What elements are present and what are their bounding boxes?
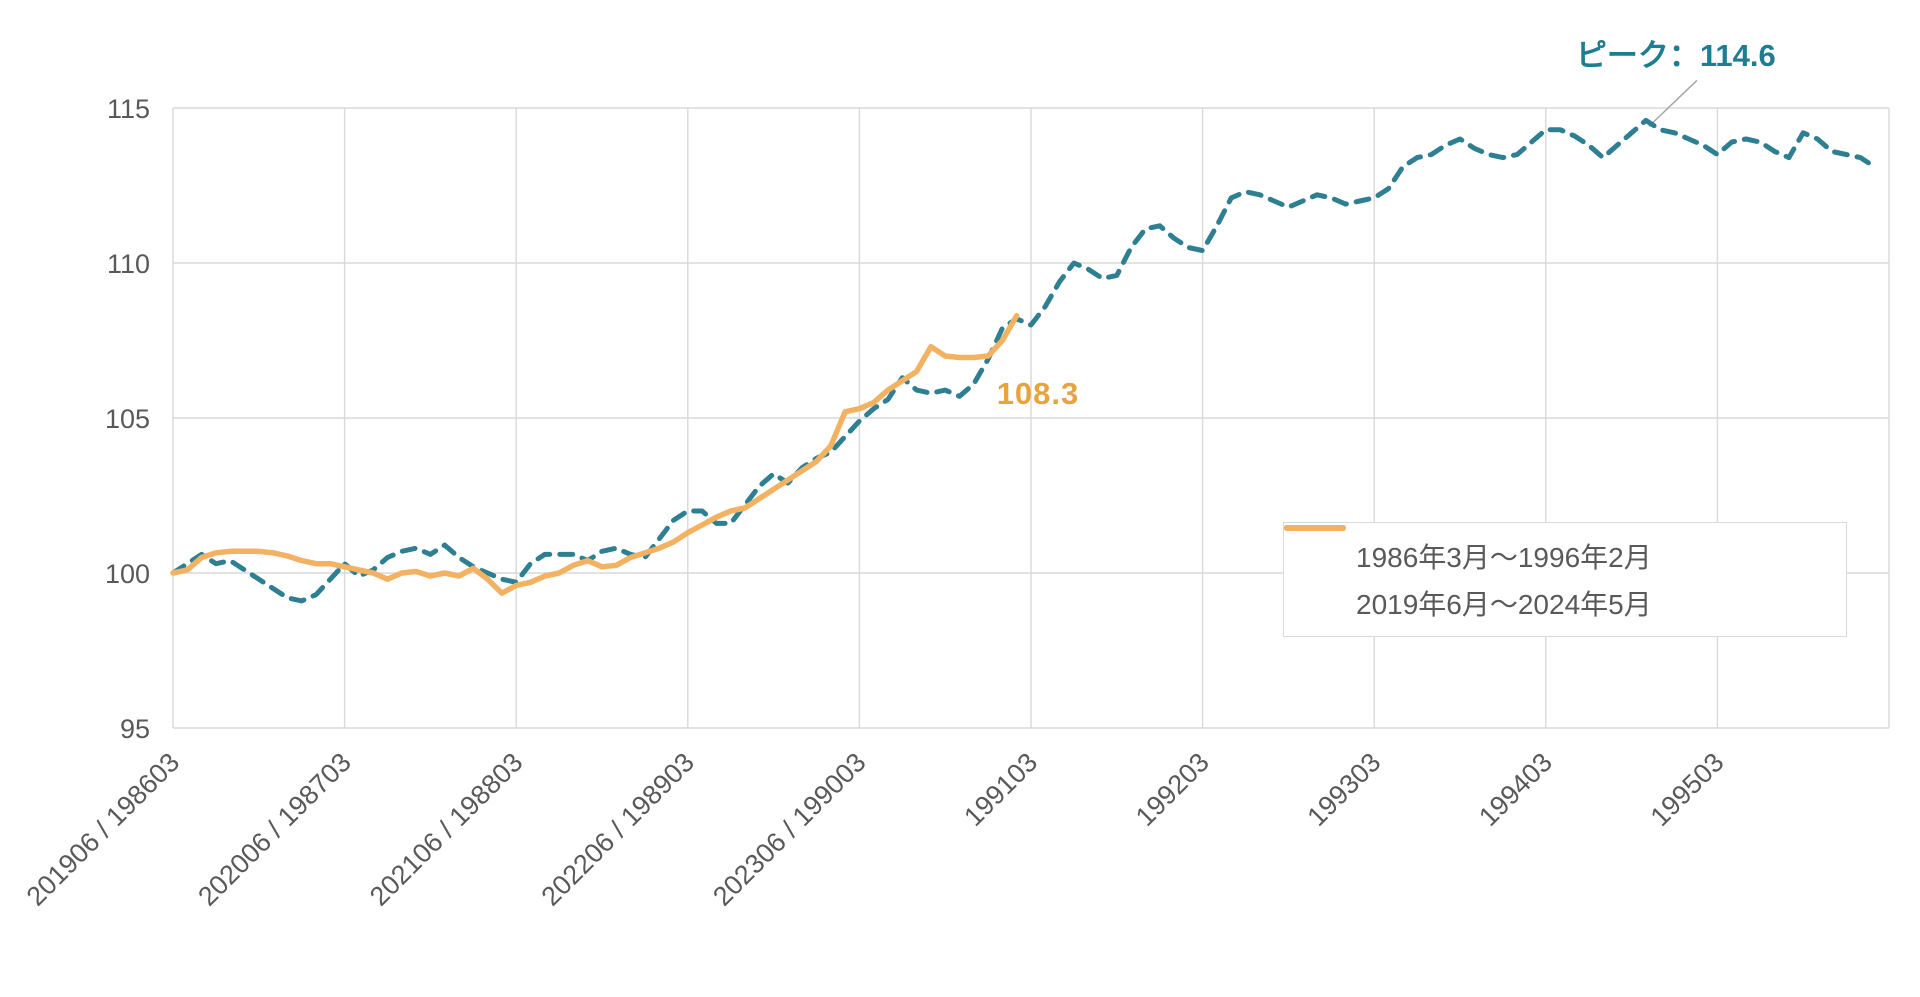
x-tick-label: 199203 xyxy=(1130,747,1215,832)
x-tick-label: 202106 / 198803 xyxy=(364,747,529,912)
x-tick-label: 199303 xyxy=(1302,747,1387,832)
x-tick-label: 199503 xyxy=(1645,747,1730,832)
x-tick-labels: 201906 / 198603 202006 / 198703 202106 / 1… xyxy=(21,747,1730,912)
x-tick-label: 201906 / 198603 xyxy=(21,747,186,912)
y-tick-label: 100 xyxy=(105,559,150,589)
series-2019-line xyxy=(170,312,1020,596)
legend: 1986年3月〜1996年2月 2019年6月〜2024年5月 xyxy=(1283,522,1847,637)
x-tick-label: 202206 / 198903 xyxy=(535,747,700,912)
peak-annotation: ピーク：114.6 xyxy=(1575,38,1776,74)
solid-line-sample-icon xyxy=(1284,525,1346,531)
x-tick-label: 199403 xyxy=(1473,747,1558,832)
y-tick-label: 115 xyxy=(107,94,150,124)
y-tick-labels: 95 100 105 110 115 xyxy=(105,94,150,744)
x-tick-label: 199103 xyxy=(958,747,1043,832)
legend-item-1986: 1986年3月〜1996年2月 xyxy=(1284,525,1836,576)
x-tick-label: 202306 / 199003 xyxy=(707,747,872,912)
x-tick-label: 202006 / 198703 xyxy=(192,747,357,912)
y-tick-label: 110 xyxy=(107,249,150,279)
series-1986-line xyxy=(170,117,1878,604)
legend-item-2019: 2019年6月〜2024年5月 xyxy=(1284,525,1836,623)
y-tick-label: 105 xyxy=(105,404,150,434)
y-tick-label: 95 xyxy=(120,714,150,744)
legend-label-1986: 1986年3月〜1996年2月 xyxy=(1356,542,1652,574)
legend-label-2019: 2019年6月〜2024年5月 xyxy=(1356,588,1652,620)
peak-leader-line xyxy=(1648,79,1698,127)
endpoint-annotation: 108.3 xyxy=(996,375,1080,411)
